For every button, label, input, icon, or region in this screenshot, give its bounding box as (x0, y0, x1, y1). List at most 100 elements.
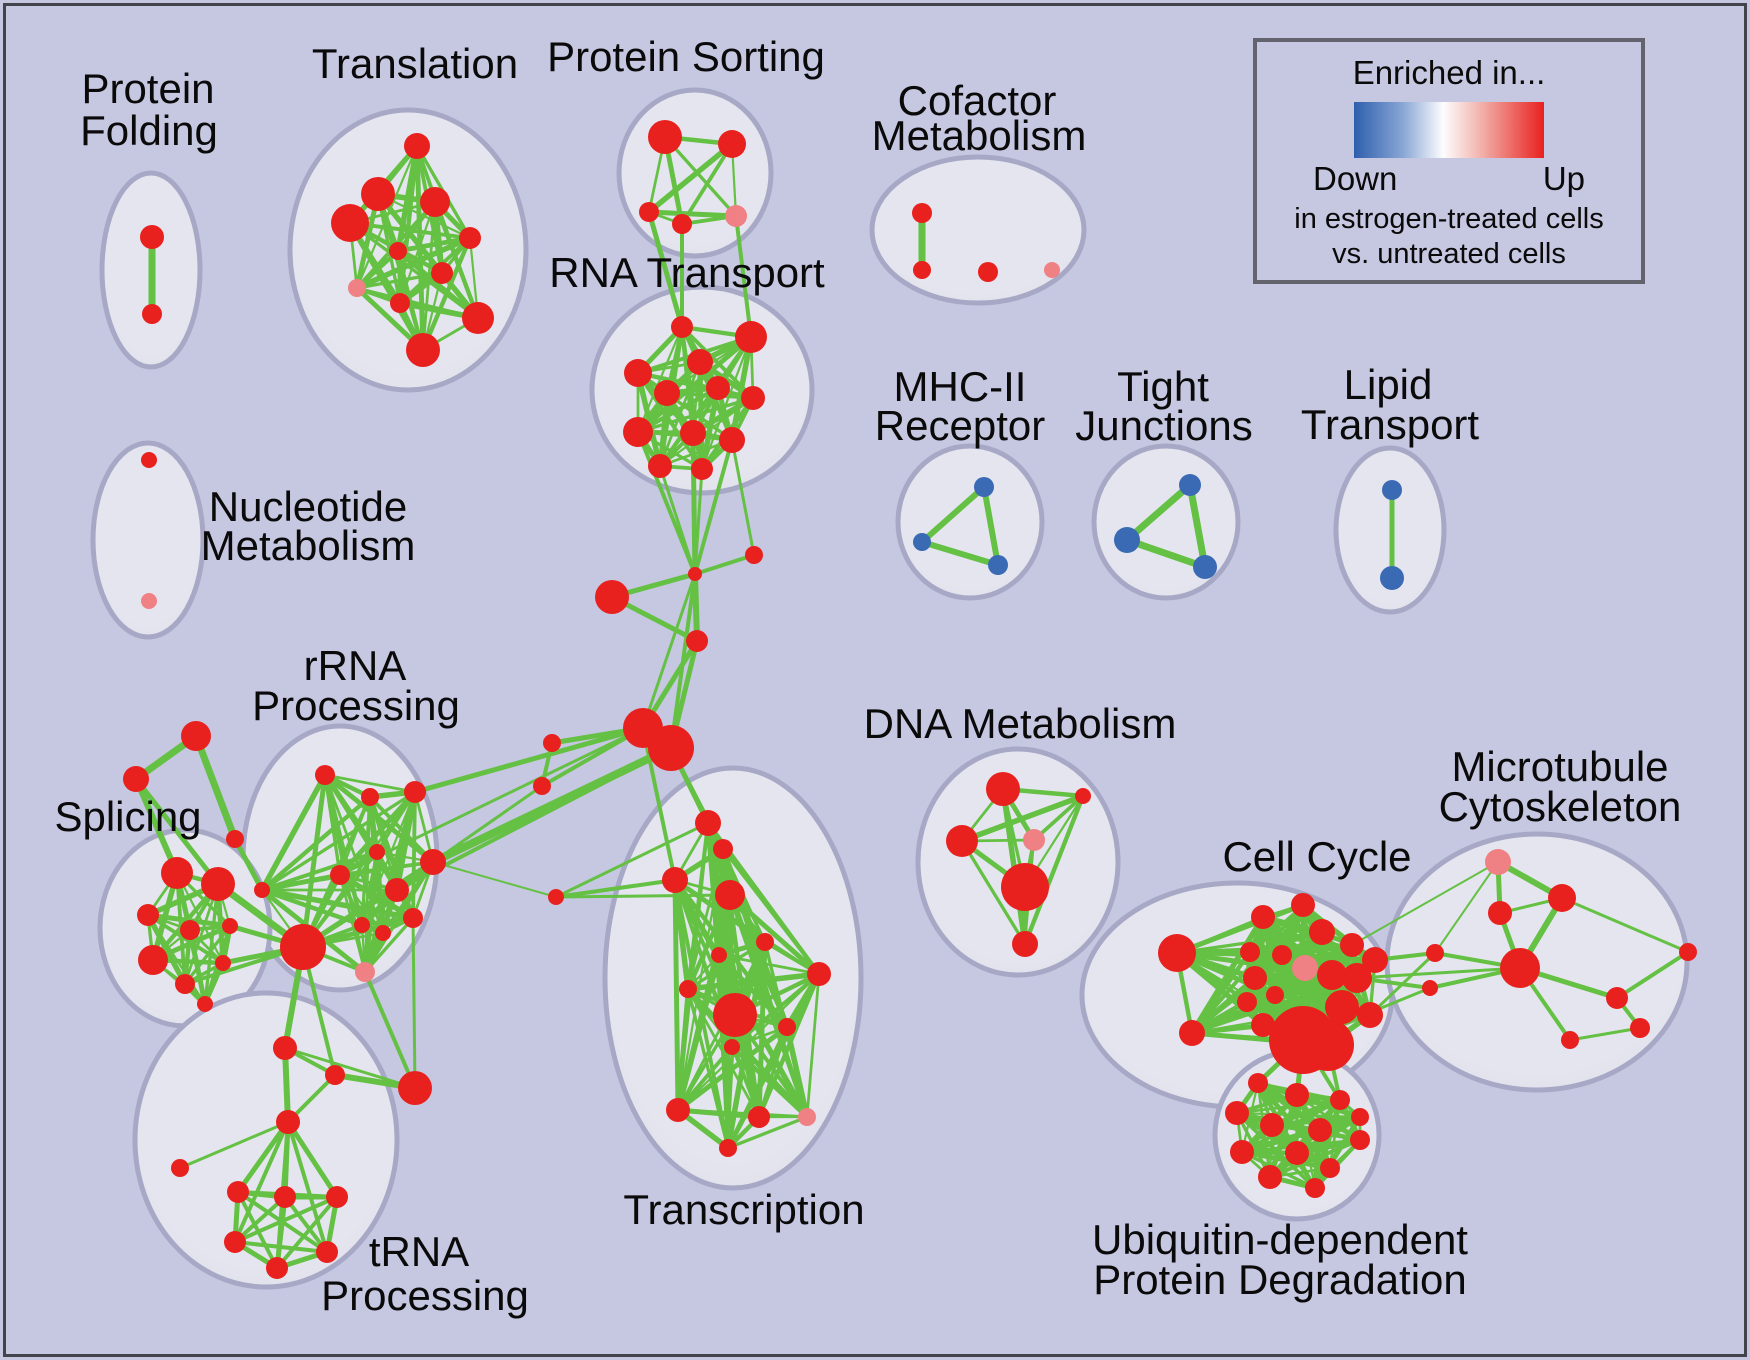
edge-splicing (183, 924, 232, 986)
node-tight-junctions-2 (1193, 555, 1217, 579)
cluster-label-nucleotide-1: Metabolism (201, 522, 416, 569)
node-transcription-13 (798, 1108, 816, 1126)
node-ubiquitin-9 (1258, 1165, 1282, 1189)
node-protein-sorting-1 (718, 130, 746, 158)
node-splice-tri-1 (123, 766, 149, 792)
node-ubiquitin-6 (1350, 1130, 1370, 1150)
edge-cell-cycle (1262, 943, 1353, 1027)
node-trna-8 (273, 1036, 297, 1060)
edge-transcription (728, 893, 821, 976)
node-rrna-4 (330, 865, 350, 885)
node-translation-0 (404, 133, 430, 159)
cluster-label-mhc-1: Receptor (875, 402, 1045, 449)
edge-protein-sorting (647, 141, 734, 215)
edge-rrna (259, 773, 328, 892)
node-protein-sorting-2 (639, 202, 659, 222)
node-protein-sorting-4 (725, 205, 747, 227)
edge-rna-transport (637, 396, 754, 434)
node-rna-transport-11 (691, 458, 713, 480)
edge-microtubule (1561, 896, 1689, 954)
edge-ubiquitin (1269, 1138, 1361, 1179)
node-ubiquitin-11 (1305, 1178, 1325, 1198)
edge-tight-junctions (1186, 484, 1209, 568)
edge-transcription (685, 894, 733, 990)
node-ubiquitin-3 (1225, 1101, 1249, 1125)
node-splicing-2 (137, 904, 159, 926)
edge-trna (234, 1195, 338, 1244)
cluster-label-transcription: Transcription (623, 1186, 864, 1233)
node-bridge-3 (686, 630, 708, 652)
cluster-label-cell-cycle: Cell Cycle (1222, 833, 1411, 880)
node-rrna-9 (375, 925, 391, 941)
node-microtubule-1 (1548, 884, 1576, 912)
node-mhc-2 (988, 555, 1008, 575)
cluster-label-microtubule: Microtubule (1451, 743, 1668, 790)
edge-rrna (411, 791, 417, 919)
node-ubiquitin-10 (1320, 1158, 1340, 1178)
node-trna-0 (276, 1110, 300, 1134)
edge-translation (355, 249, 400, 290)
node-transcription-2 (662, 867, 688, 893)
edge-bridge (693, 439, 734, 575)
edge-bridge (734, 215, 753, 338)
node-rrna-7 (403, 908, 423, 928)
node-transcription-9 (778, 1018, 796, 1036)
cluster-label-mhc: MHC-II (894, 363, 1027, 410)
node-dna-2 (946, 825, 978, 857)
node-cell-cycle-19 (1357, 1002, 1383, 1028)
edge-cell-cycle (1176, 902, 1304, 956)
edge-tight-junctions (1125, 536, 1207, 571)
node-dna-0 (986, 772, 1020, 806)
cluster-label-microtubule-1: Cytoskeleton (1439, 783, 1682, 830)
edge-transcription (686, 988, 761, 1118)
edge-trna (275, 1195, 339, 1270)
node-splice-tri-0 (181, 721, 211, 751)
node-splicing-4 (222, 918, 238, 934)
node-cofactor-2 (978, 262, 998, 282)
node-rrna-6 (385, 878, 409, 902)
node-bridge-7 (533, 777, 551, 795)
edge-dna (960, 840, 1027, 945)
node-translation-4 (459, 227, 481, 249)
node-rna-transport-8 (680, 420, 706, 446)
cluster-label-lipid-transport: Lipid (1344, 361, 1433, 408)
edge-transcription (731, 1025, 788, 1049)
node-mhc-0 (974, 477, 994, 497)
node-tight-junctions-1 (1114, 527, 1140, 553)
edge-transcription (730, 1046, 761, 1118)
node-cell-cycle-2 (1251, 905, 1275, 929)
node-rna-transport-0 (671, 316, 693, 338)
legend-subtitle-line1: in estrogen-treated cells (1294, 203, 1604, 235)
edge-rrna (324, 773, 416, 794)
node-cell-cycle-3 (1291, 893, 1315, 917)
node-rrna-8 (354, 917, 370, 933)
edge-trna (285, 1120, 340, 1199)
node-rna-transport-6 (741, 386, 765, 410)
cluster-label-tight-junctions-1: Junctions (1075, 402, 1252, 449)
node-bridge-5 (648, 725, 694, 771)
node-nucleotide-0 (141, 452, 157, 468)
cluster-label-rna-transport: RNA Transport (549, 249, 825, 296)
edge-dna (961, 793, 1084, 844)
node-cell-cycle-1 (1179, 1020, 1205, 1046)
cluster-label-rrna: rRNA (304, 642, 407, 689)
node-ubiquitin-2 (1330, 1090, 1350, 1110)
cluster-ellipse-cofactor (869, 154, 1087, 306)
node-cell-cycle-0 (1158, 934, 1196, 972)
edge-rrna (260, 795, 372, 892)
edge-mhc (981, 486, 1001, 566)
edge-bridge (134, 777, 220, 886)
edge-tight-junctions (1124, 482, 1193, 543)
node-splicing-8 (197, 996, 213, 1012)
edge-microtubule (1569, 1026, 1641, 1042)
edge-translation (432, 201, 481, 319)
edge-transcription (672, 879, 681, 1111)
node-transcription-3 (715, 880, 745, 910)
node-rrna-12 (254, 882, 270, 898)
edge-bridge (1351, 861, 1499, 946)
cluster-label-dna: DNA Metabolism (864, 700, 1177, 747)
edge-trna (282, 1047, 291, 1123)
node-protein-folding-1 (142, 304, 162, 324)
